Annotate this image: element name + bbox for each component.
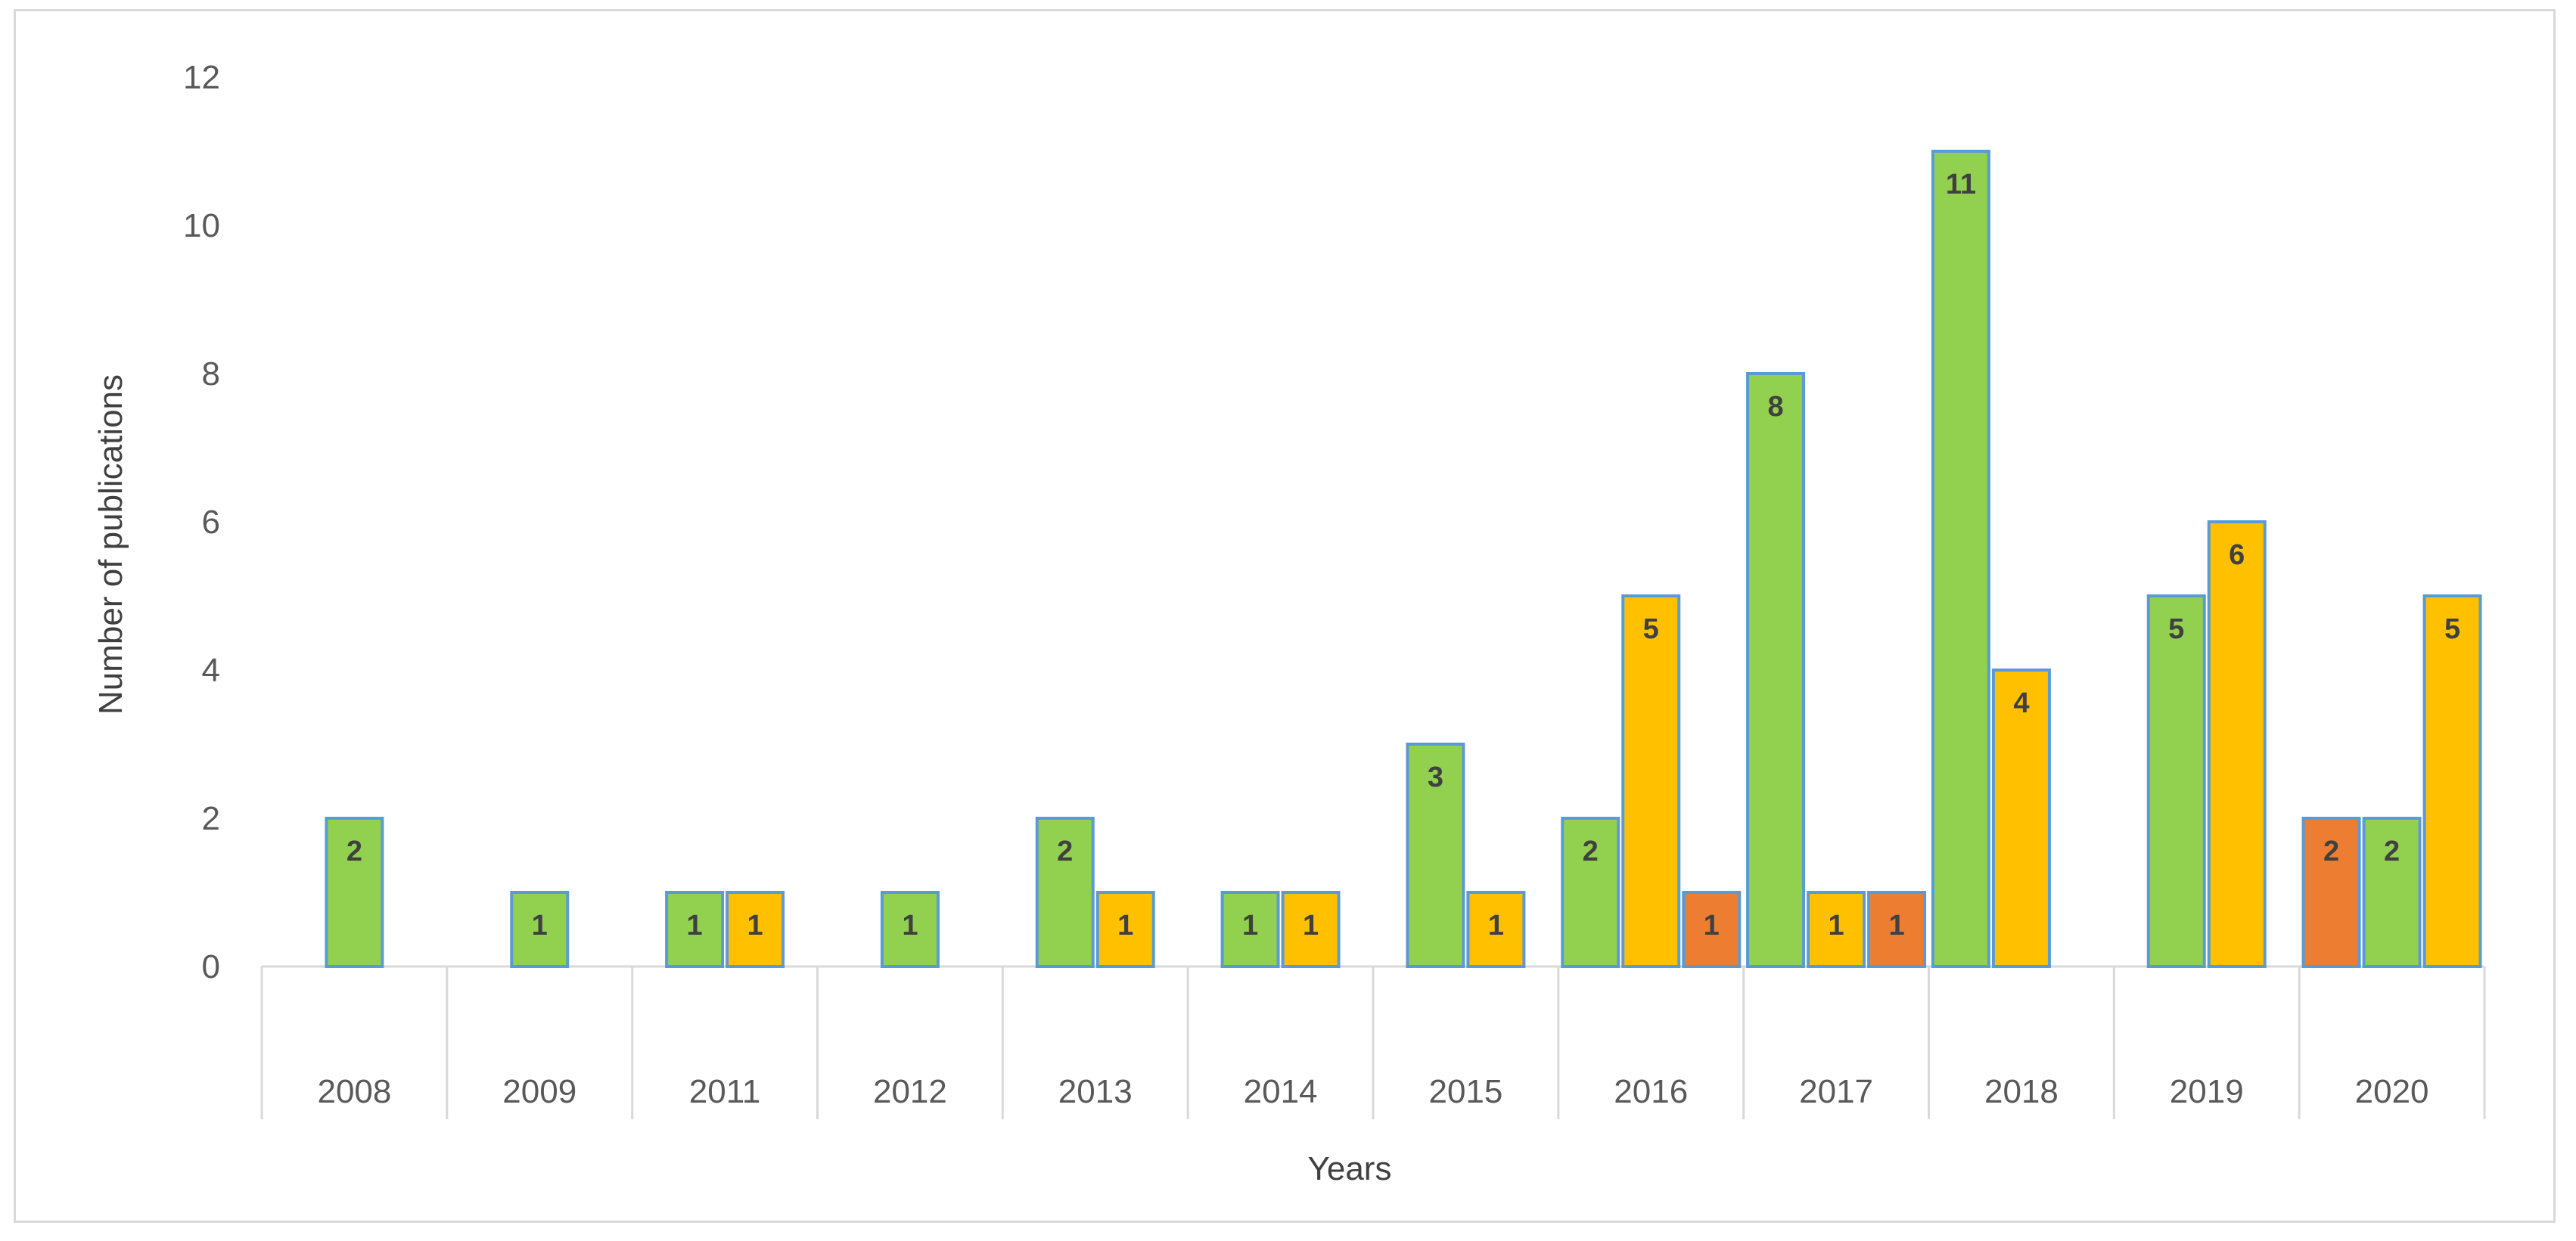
bar [1621,594,1681,968]
data-label: 1 [1829,910,1844,942]
x-tick-label: 2018 [1984,1073,2059,1110]
y-tick-label: 10 [183,207,220,244]
bar [325,817,384,968]
data-label: 1 [1704,910,1720,942]
x-tick-label: 2019 [2170,1073,2244,1110]
bar [880,891,940,968]
bar [1867,891,1927,968]
y-tick-label: 0 [202,948,220,985]
x-tick-label: 2012 [873,1073,947,1110]
x-axis-title: Years [1308,1150,1392,1187]
data-label: 5 [2168,613,2184,645]
data-label: 3 [1428,762,1443,793]
x-tick-label: 2020 [2355,1073,2429,1110]
bar [1095,891,1155,968]
x-tick-label: 2013 [1058,1073,1133,1110]
bar [2422,594,2482,968]
y-tick-label: 12 [183,59,220,96]
bar [1466,891,1526,968]
y-tick-label: 6 [202,504,220,541]
x-tick-label: 2014 [1244,1073,1318,1110]
x-tick-label: 2015 [1428,1073,1502,1110]
chart-area: 2 1 1 1 1 2 1 1 1 3 1 2 5 1 8 1 1 11 4 5 6 2 2 5 0 2 4 6 8 10 12 2008… [14,9,2556,1223]
data-label: 1 [532,910,548,942]
bar [1991,669,2051,968]
bar [726,891,785,968]
x-tick-label: 2009 [502,1073,576,1110]
y-tick-label: 4 [202,652,220,689]
bar [1220,891,1280,968]
data-label: 1 [1889,910,1905,942]
bars [325,150,2482,968]
data-label: 6 [2229,539,2245,571]
bar [1807,891,1866,968]
x-axis-tick-labels: 2008 2009 2011 2012 2013 2014 2015 2016 2017 2018… [317,1073,2428,1110]
data-label: 2 [1583,836,1599,867]
bar [510,891,570,968]
data-label: 1 [1488,910,1504,942]
y-axis-tick-labels: 0 2 4 6 8 10 12 [183,59,220,985]
data-label: 2 [2384,836,2400,867]
data-label: 11 [1946,169,1976,200]
data-label: 2 [346,836,362,867]
bar [2146,594,2206,968]
data-label: 1 [1303,910,1319,942]
bar [1931,150,1990,968]
x-tick-label: 2016 [1614,1073,1688,1110]
x-tick-label: 2017 [1799,1073,1873,1110]
bar [1746,372,1806,968]
data-label: 8 [1768,391,1784,423]
bar [1281,891,1341,968]
data-label: 2 [1057,836,1073,867]
bar [1406,743,1465,968]
bar [665,891,725,968]
data-label: 5 [2444,613,2460,645]
data-label: 1 [902,910,918,942]
data-label: 5 [1643,613,1659,645]
data-label: 4 [2013,687,2029,719]
bar [1035,817,1095,968]
x-tick-label: 2008 [317,1073,391,1110]
data-label: 1 [747,910,763,942]
x-tick-label: 2011 [689,1073,761,1110]
y-axis-title: Number of publications [92,374,129,715]
y-tick-label: 2 [202,800,220,837]
bar [2362,817,2422,968]
data-label: 2 [2323,836,2339,867]
bar [2207,520,2267,968]
bar [2301,817,2361,968]
axis-lines [260,965,2486,1119]
data-label: 1 [687,910,703,942]
bar [1561,817,1620,968]
data-label: 1 [1117,910,1133,942]
data-label: 1 [1242,910,1258,942]
bar [1682,891,1742,968]
y-tick-label: 8 [202,355,220,392]
